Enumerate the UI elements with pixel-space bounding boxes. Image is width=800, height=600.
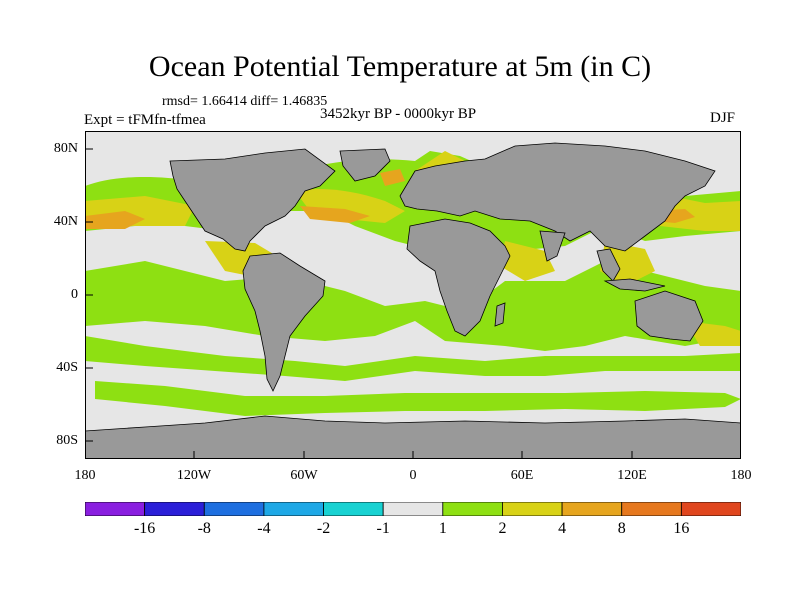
season-label: DJF: [710, 110, 736, 126]
lat-label-40n: 40N: [53, 214, 78, 229]
legend-label: -16: [133, 520, 156, 537]
lon-label-120w: 120W: [176, 468, 212, 483]
india: [539, 230, 566, 262]
lat-label-80s: 80S: [56, 433, 78, 448]
legend-label: 4: [558, 520, 567, 537]
lon-label-180w: 180: [74, 468, 96, 483]
legend-swatch: [621, 502, 682, 516]
legend-swatch: [263, 502, 324, 516]
madagascar: [494, 302, 506, 327]
plot-title: Ocean Potential Temperature at 5m (in C): [148, 50, 652, 83]
stats-text: rmsd= 1.66414 diff= 1.46835: [162, 94, 328, 109]
legend-swatch: [502, 502, 563, 516]
legend-label: -4: [257, 520, 271, 537]
lon-label-60w: 60W: [290, 468, 318, 483]
lat-label-80n: 80N: [53, 141, 78, 156]
period-label: 3452kyr BP - 0000kyr BP: [320, 106, 477, 122]
experiment-label: Expt = tFMfn-tfmea: [84, 112, 206, 128]
legend-label: 8: [617, 520, 626, 537]
world-map: [85, 131, 741, 459]
lon-label-60e: 60E: [510, 468, 534, 483]
color-legend-bar: [85, 502, 741, 516]
lon-label-120e: 120E: [617, 468, 647, 483]
legend-label: -1: [376, 520, 390, 537]
antarctica: [85, 415, 741, 459]
legend-label: -2: [316, 520, 331, 537]
legend-swatch: [680, 502, 741, 516]
eurasia: [399, 142, 716, 252]
legend-label: 2: [498, 520, 507, 537]
lon-label-180e: 180: [730, 468, 752, 483]
lon-label-0: 0: [409, 468, 417, 483]
indonesia: [603, 278, 666, 292]
north-america: [169, 148, 336, 252]
legend-swatch: [323, 502, 384, 516]
legend-swatch: [442, 502, 503, 516]
legend-label: 16: [673, 520, 690, 537]
legend-swatch: [561, 502, 623, 516]
land-masses: [85, 142, 741, 459]
southeast-asia: [596, 248, 621, 282]
lat-label-0: 0: [71, 287, 78, 302]
legend-swatch: [382, 502, 444, 516]
legend-label: -8: [197, 520, 211, 537]
africa: [406, 218, 511, 337]
legend-swatch: [85, 502, 146, 516]
legend-swatch: [144, 502, 205, 516]
south-america: [242, 252, 326, 392]
map-ticks: [85, 148, 633, 459]
legend-label: 1: [438, 520, 447, 537]
australia: [634, 290, 704, 342]
greenland: [339, 148, 391, 182]
legend-swatch: [203, 502, 265, 516]
lat-label-40s: 40S: [56, 360, 78, 375]
